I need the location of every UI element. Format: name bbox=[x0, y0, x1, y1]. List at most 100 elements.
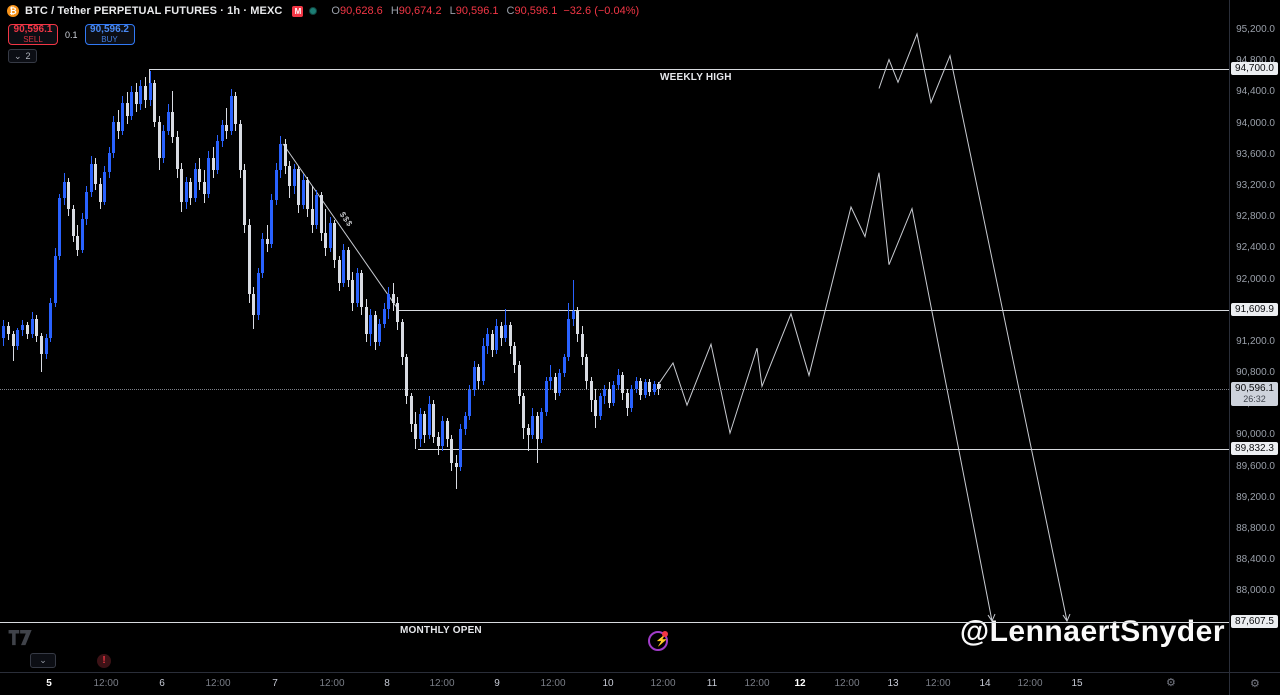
candle-wick bbox=[528, 423, 529, 452]
candle bbox=[144, 86, 147, 101]
candle bbox=[581, 334, 584, 358]
spread-value: 0.1 bbox=[65, 29, 78, 40]
candle bbox=[315, 195, 318, 225]
time-tick: 12:00 bbox=[650, 678, 676, 689]
candle bbox=[297, 168, 300, 206]
candle-wick bbox=[573, 280, 574, 327]
candle bbox=[374, 314, 377, 342]
candle bbox=[63, 182, 66, 198]
symbol-header: ₿ BTC / Tether PERPETUAL FUTURES · 1h · … bbox=[0, 0, 1280, 22]
candle bbox=[419, 413, 422, 440]
price-axis[interactable]: 95,200.0 94,800.0 94,400.0 94,000.0 93,600.0… bbox=[1229, 0, 1280, 672]
time-axis-gear-icon[interactable]: ⚙ bbox=[1166, 677, 1176, 689]
candle bbox=[243, 170, 246, 225]
price-tick: 94,000.0 bbox=[1236, 117, 1275, 129]
price-tick: 88,800.0 bbox=[1236, 523, 1275, 535]
candle bbox=[347, 249, 350, 280]
time-tick: 12:00 bbox=[319, 678, 345, 689]
candle bbox=[468, 390, 471, 416]
bar-countdown: 26:32 bbox=[1243, 393, 1266, 404]
price-tick: 90,000.0 bbox=[1236, 429, 1275, 441]
candle bbox=[549, 376, 552, 381]
candle bbox=[180, 168, 183, 202]
sell-button[interactable]: 90,596.1 SELL bbox=[8, 24, 58, 45]
level-line[interactable] bbox=[0, 622, 1229, 624]
trendline[interactable] bbox=[282, 143, 399, 310]
candle bbox=[365, 306, 368, 335]
candle bbox=[40, 335, 43, 354]
candle bbox=[72, 209, 75, 236]
candle bbox=[252, 293, 255, 315]
candle bbox=[414, 423, 417, 440]
candle bbox=[257, 273, 260, 315]
candle bbox=[482, 345, 485, 381]
time-tick: 10 bbox=[602, 678, 614, 689]
time-tick: 9 bbox=[494, 678, 500, 689]
candle-wick bbox=[13, 330, 14, 362]
candle bbox=[351, 279, 354, 303]
candle bbox=[563, 357, 566, 374]
alert-warning-icon[interactable]: ! bbox=[97, 654, 111, 668]
candle bbox=[139, 86, 142, 105]
monthly-open-label: MONTHLY OPEN bbox=[400, 625, 482, 637]
price-change: −32.6 (−0.04%) bbox=[563, 5, 640, 17]
candle bbox=[369, 314, 372, 335]
symbol-title[interactable]: BTC / Tether PERPETUAL FUTURES · 1h · ME… bbox=[25, 5, 283, 17]
forecast-path-2[interactable] bbox=[878, 32, 1068, 622]
candle bbox=[198, 168, 201, 183]
time-tick: 12:00 bbox=[744, 678, 770, 689]
level-line[interactable] bbox=[418, 448, 1229, 450]
candle bbox=[653, 384, 656, 392]
ohlc-pair: C90,596.1 bbox=[506, 5, 558, 17]
ohlc-readout: O90,628.6 H90,674.2 L90,596.1 C90,596.1 bbox=[331, 5, 557, 17]
candle bbox=[522, 396, 525, 428]
candle bbox=[464, 415, 467, 430]
price-tick: 89,200.0 bbox=[1236, 491, 1275, 503]
candle bbox=[621, 374, 624, 393]
candle bbox=[536, 415, 539, 440]
bottom-collapse-button[interactable]: ⌄ bbox=[30, 653, 56, 668]
candle bbox=[356, 273, 359, 303]
level-line[interactable] bbox=[398, 309, 1229, 311]
candle bbox=[450, 439, 453, 463]
candle bbox=[648, 382, 651, 392]
chevron-down-icon: ⌄ bbox=[14, 50, 22, 61]
time-tick: 6 bbox=[159, 678, 165, 689]
candle-wick bbox=[267, 224, 268, 253]
time-tick: 12:00 bbox=[429, 678, 455, 689]
buy-button[interactable]: 90,596.2 BUY bbox=[84, 24, 135, 45]
candle bbox=[387, 293, 390, 310]
object-tree-collapse-button[interactable]: ⌄ 2 bbox=[8, 49, 37, 63]
tradingview-logo-icon[interactable] bbox=[8, 630, 34, 651]
forecast-path-1[interactable] bbox=[657, 172, 993, 622]
candle bbox=[518, 365, 521, 397]
candle bbox=[153, 83, 156, 123]
candle bbox=[626, 392, 629, 409]
candle bbox=[207, 157, 210, 194]
candle bbox=[554, 376, 557, 393]
candle bbox=[221, 125, 224, 141]
candle bbox=[230, 96, 233, 132]
candle bbox=[477, 366, 480, 381]
candle bbox=[288, 166, 291, 186]
time-tick: 8 bbox=[384, 678, 390, 689]
candle bbox=[432, 404, 435, 438]
candle bbox=[189, 182, 192, 198]
flash-magic-icon[interactable]: ⚡ bbox=[648, 631, 669, 651]
settings-gear-icon[interactable]: ⚙ bbox=[1250, 678, 1260, 690]
chart-pane[interactable]: @LennaertSnyder ⚡ WEEKLY HIGH MONTHLY OPE… bbox=[0, 0, 1229, 672]
candle bbox=[225, 125, 228, 132]
candle bbox=[329, 223, 332, 249]
candle bbox=[203, 182, 206, 194]
candle bbox=[567, 318, 570, 358]
candle bbox=[103, 171, 106, 202]
price-tick: 88,000.0 bbox=[1236, 585, 1275, 597]
candle bbox=[590, 380, 593, 401]
candle bbox=[176, 136, 179, 169]
time-axis[interactable]: 5 12:00 6 12:00 7 12:00 8 12:00 9 12:00 10 12:00 11 1… bbox=[0, 672, 1229, 695]
price-tick: 92,000.0 bbox=[1236, 273, 1275, 285]
candle bbox=[275, 170, 278, 200]
candle bbox=[572, 310, 575, 319]
level-line[interactable] bbox=[149, 69, 1229, 70]
